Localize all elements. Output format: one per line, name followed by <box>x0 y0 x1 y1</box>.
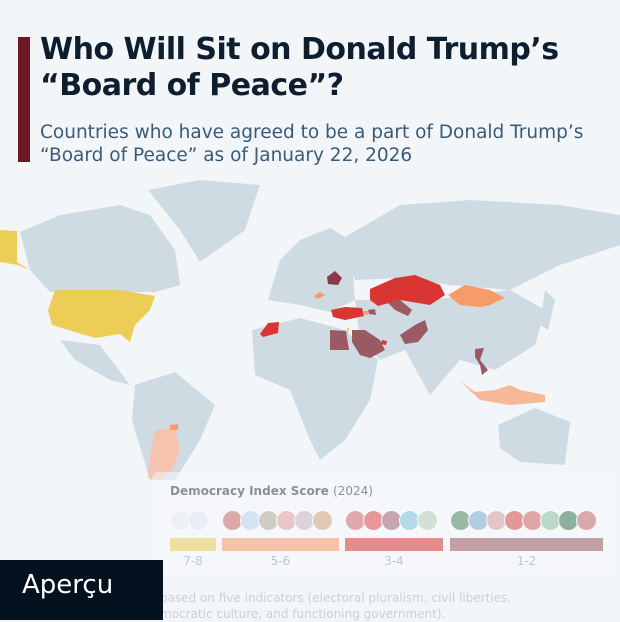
country-usa <box>48 290 155 342</box>
flag-armenia-icon <box>312 510 333 531</box>
country-armenia <box>364 311 368 315</box>
land-greenland <box>148 180 260 262</box>
land-japan <box>540 290 555 330</box>
country-egypt <box>330 330 349 350</box>
legend-label: 1-2 <box>516 554 537 568</box>
land-africa <box>252 318 378 460</box>
country-uae <box>381 340 387 345</box>
country-kazakhstan <box>370 275 445 306</box>
country-paraguay <box>170 424 178 430</box>
country-pakistan <box>400 320 428 344</box>
land-russia <box>340 200 620 290</box>
country-hungary <box>314 292 325 299</box>
legend-label: 3-4 <box>384 554 404 568</box>
member-countries <box>0 230 545 480</box>
country-turkey <box>331 307 364 320</box>
flag-israel-icon <box>188 510 209 531</box>
world-map <box>0 180 620 480</box>
footnote: based on five indicators (electoral plur… <box>160 590 620 622</box>
brand-logo: Aperçu <box>0 560 163 620</box>
legend-group-7-8: 7-8 <box>170 510 216 568</box>
land-australia <box>498 408 570 465</box>
country-mongolia <box>448 285 505 307</box>
land-europe <box>268 228 355 312</box>
country-azerbaijan <box>368 309 376 315</box>
flag-uae-icon <box>417 510 438 531</box>
legend-group-5-6: 5-6 <box>222 510 339 568</box>
title-accent-bar <box>18 37 30 162</box>
legend-swatch <box>345 538 443 551</box>
footnote-line: based on five indicators (electoral plur… <box>160 591 512 605</box>
legend-title: Democracy Index Score (2024) <box>170 484 373 498</box>
land-base <box>20 180 620 480</box>
land-central-america <box>60 340 130 385</box>
legend-swatch <box>170 538 216 551</box>
legend-swatch <box>450 538 603 551</box>
legend-label: 7-8 <box>183 554 203 568</box>
land-asia <box>355 290 545 395</box>
country-vietnam <box>475 348 488 375</box>
legend-group-1-2: 1-2 <box>450 510 603 568</box>
land-canada <box>20 205 180 292</box>
country-morocco <box>260 322 279 337</box>
country-israel <box>347 328 349 334</box>
legend-label: 5-6 <box>270 554 291 568</box>
chart-subtitle: Countries who have agreed to be a part o… <box>40 122 584 166</box>
legend-title-text: Democracy Index Score <box>170 484 329 498</box>
country-saudi-arabia <box>352 330 385 358</box>
country-usa-alaska <box>0 230 30 270</box>
chart-title: Who Will Sit on Donald Trump’s “Board of… <box>40 32 559 103</box>
legend-swatch <box>222 538 339 551</box>
legend-card: Democracy Index Score (2024) 7-8 5-6 3-4… <box>152 472 612 578</box>
country-uzbekistan <box>388 300 412 316</box>
country-argentina <box>148 428 180 480</box>
footnote-line: mocratic culture, and functioning govern… <box>160 607 446 621</box>
country-indonesia <box>460 381 545 405</box>
legend-year: (2024) <box>333 484 373 498</box>
flag-belarus-icon <box>576 510 597 531</box>
legend-group-3-4: 3-4 <box>345 510 443 568</box>
country-belarus <box>327 271 342 285</box>
